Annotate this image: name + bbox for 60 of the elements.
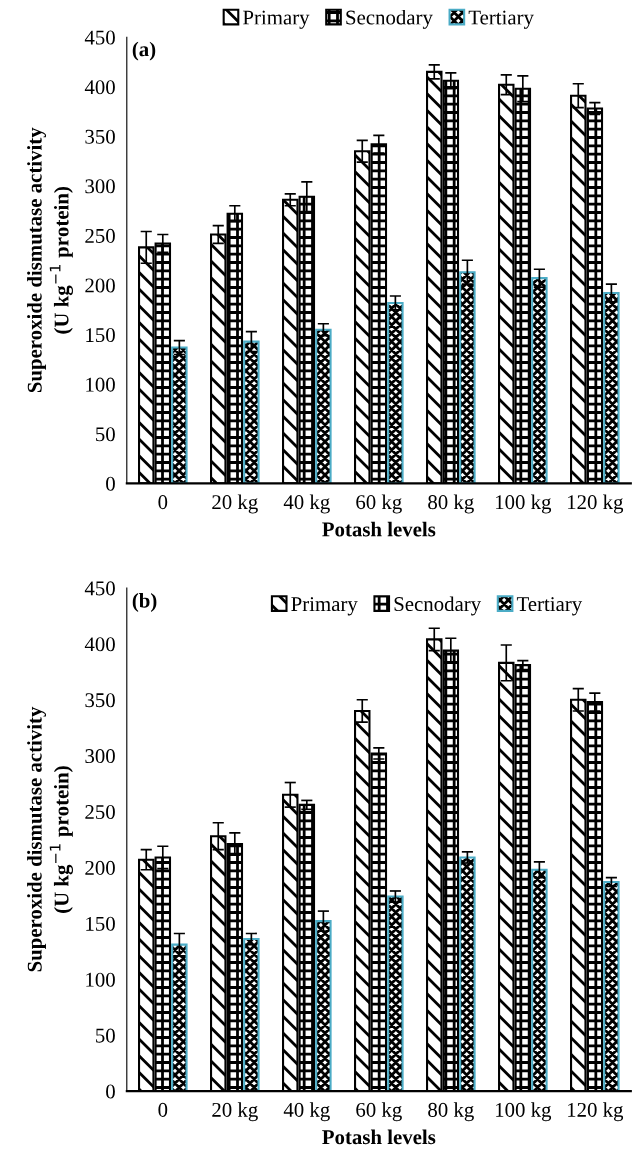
x-tick-label: 120 kg xyxy=(568,1102,624,1122)
x-tick-label: 20 kg xyxy=(212,494,258,514)
x-tick-label: 0 xyxy=(158,495,168,510)
x-axis-title: Potash levels xyxy=(322,521,436,537)
y-tick-label: 100 xyxy=(86,377,115,392)
legend-label: Primary xyxy=(291,597,358,616)
y-axis-title: Superoxide dismutase activity (U kg$^{−1}$ protein) xyxy=(27,127,73,393)
bar xyxy=(387,895,404,1092)
annotation: (b) xyxy=(132,593,157,612)
legend-label: Tertiary xyxy=(468,10,534,29)
y-tick-label: 300 xyxy=(85,179,115,194)
y-tick-label: 150 xyxy=(86,328,115,343)
x-tick-label: 60 kg xyxy=(356,494,402,514)
y-tick-label: 200 xyxy=(85,860,115,875)
legend-label: Secnodary xyxy=(346,9,433,29)
x-tick-label: 0 xyxy=(158,1102,168,1117)
bar xyxy=(531,868,548,1092)
x-tick-label: 40 kg xyxy=(283,494,330,514)
bar xyxy=(387,301,404,484)
x-tick-label: 120 kg xyxy=(568,494,624,514)
y-tick-label: 250 xyxy=(85,804,115,820)
y-tick-label: 50 xyxy=(96,1028,115,1043)
x-tick-label: 80 kg xyxy=(428,494,474,514)
bar xyxy=(315,920,332,1092)
y-tick-label: 350 xyxy=(85,129,115,144)
bar xyxy=(459,856,476,1092)
y-tick-label: 450 xyxy=(84,581,115,596)
y-axis-title: Superoxide dismutase activity (U kg$^{−1}$ protein) xyxy=(27,706,73,972)
legend-label: Primary xyxy=(243,10,310,29)
bar xyxy=(315,328,332,484)
annotation: (a) xyxy=(132,41,156,61)
y-tick-label: 300 xyxy=(85,749,115,764)
bar xyxy=(243,938,260,1092)
bar xyxy=(171,943,188,1092)
y-tick-label: 150 xyxy=(86,916,115,931)
bar xyxy=(459,271,476,484)
bar xyxy=(531,277,548,484)
x-tick-label: 100 kg xyxy=(496,494,552,514)
y-tick-label: 200 xyxy=(85,278,115,293)
y-tick-label: 250 xyxy=(85,228,115,243)
bar xyxy=(243,340,260,484)
y-tick-label: 400 xyxy=(84,80,115,95)
y-tick-label: 50 xyxy=(96,427,115,442)
bar xyxy=(171,346,188,484)
bar xyxy=(603,291,620,484)
x-tick-label: 20 kg xyxy=(212,1102,258,1122)
y-tick-label: 100 xyxy=(86,972,115,987)
legend-label: Tertiary xyxy=(516,597,583,616)
bar xyxy=(603,880,620,1092)
y-tick-label: 350 xyxy=(85,693,115,708)
x-axis-title: Potash levels xyxy=(322,1129,436,1145)
x-tick-label: 80 kg xyxy=(428,1102,474,1122)
legend-label: Secnodary xyxy=(394,596,482,616)
x-tick-label: 60 kg xyxy=(356,1102,402,1122)
x-tick-label: 40 kg xyxy=(283,1102,330,1122)
y-tick-label: 0 xyxy=(106,1084,115,1099)
y-tick-label: 450 xyxy=(84,30,115,45)
y-tick-label: 400 xyxy=(84,637,115,652)
y-tick-label: 0 xyxy=(106,476,115,491)
x-tick-label: 100 kg xyxy=(496,1102,552,1122)
